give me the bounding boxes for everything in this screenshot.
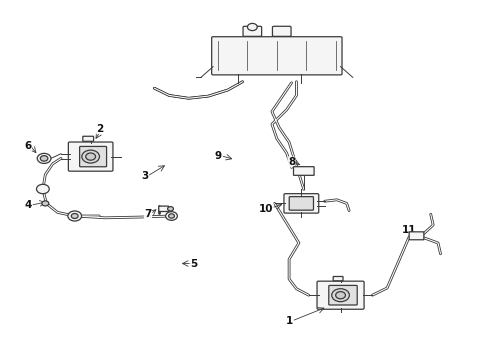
Circle shape [72, 213, 78, 219]
Circle shape [166, 212, 177, 220]
Circle shape [68, 211, 81, 221]
FancyBboxPatch shape [83, 136, 94, 141]
Text: 6: 6 [24, 141, 31, 151]
Circle shape [82, 150, 99, 163]
Circle shape [36, 184, 49, 194]
FancyBboxPatch shape [159, 206, 169, 211]
Text: 4: 4 [24, 200, 32, 210]
Text: 11: 11 [402, 225, 416, 235]
Circle shape [86, 153, 96, 160]
Circle shape [40, 156, 48, 161]
Circle shape [169, 214, 174, 218]
FancyBboxPatch shape [317, 281, 364, 309]
FancyBboxPatch shape [409, 232, 424, 240]
FancyBboxPatch shape [79, 147, 107, 167]
FancyBboxPatch shape [294, 167, 314, 175]
Text: 5: 5 [190, 258, 197, 269]
FancyBboxPatch shape [284, 194, 319, 213]
FancyBboxPatch shape [243, 26, 262, 36]
FancyBboxPatch shape [289, 197, 314, 210]
Circle shape [336, 292, 345, 299]
Text: 3: 3 [141, 171, 148, 181]
Circle shape [332, 289, 349, 302]
Circle shape [37, 153, 51, 163]
Text: 2: 2 [96, 123, 103, 134]
Circle shape [247, 23, 257, 31]
Circle shape [42, 201, 49, 206]
FancyBboxPatch shape [212, 37, 342, 75]
Text: 1: 1 [286, 316, 293, 326]
FancyBboxPatch shape [333, 276, 343, 281]
FancyBboxPatch shape [329, 285, 357, 305]
FancyBboxPatch shape [68, 142, 113, 171]
FancyBboxPatch shape [272, 26, 291, 36]
Text: 10: 10 [259, 204, 273, 214]
Circle shape [168, 207, 173, 211]
Text: 7: 7 [144, 209, 152, 219]
Text: 8: 8 [288, 157, 295, 167]
Text: 9: 9 [215, 150, 221, 161]
